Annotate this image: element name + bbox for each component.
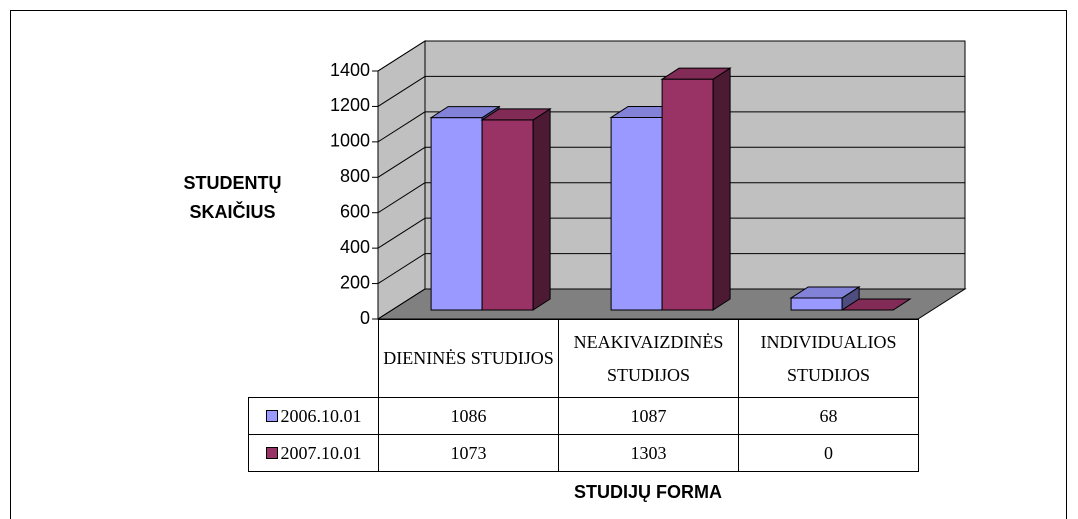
y-tick-label: 0 [360,308,370,328]
y-tick-label: 600 [340,201,370,221]
bar [481,119,534,311]
chart-frame [10,10,1067,519]
bar [430,117,483,311]
bar-top [660,67,732,80]
x-tick-label: INDIVIDUALIOS STUDIJOS [738,319,919,398]
grid-line [377,288,426,320]
grid-line [377,182,426,214]
y-tick-label: 1400 [330,60,370,80]
grid-line [377,217,426,249]
table-value: 1086 [378,397,559,435]
x-tick-label: NEAKIVAIZDINĖS STUDIJOS [558,319,739,398]
grid-line [377,76,426,107]
bar-side [532,108,551,311]
grid-line [377,40,426,72]
bar-top [840,298,912,311]
x-tick-label: DIENINĖS STUDIJOS [378,319,559,398]
bar [790,297,843,311]
grid-line [377,253,426,284]
legend-key [265,410,278,422]
left-wall [377,40,426,320]
y-tick-label: 1200 [330,95,370,115]
y-axis-title: STUDENTŲ SKAIČIUS [183,173,282,222]
x-axis-title: STUDIJŲ FORMA [574,482,722,502]
bar [610,116,663,311]
legend-key [265,447,278,459]
table-value: 68 [738,397,919,435]
grid-line [377,146,426,178]
legend-label: 2007.10.01 [280,442,362,463]
bar-side [712,67,731,311]
y-tick-label: 400 [340,237,370,257]
table-value: 1073 [378,434,559,472]
legend-label: 2006.10.01 [280,405,362,426]
grid-line [377,111,426,143]
bar-top [480,108,552,121]
table-value: 1087 [558,397,739,435]
y-tick-label: 200 [340,272,370,292]
y-tick-label: 800 [340,166,370,186]
legend-entry: 2007.10.01 [248,434,379,472]
table-value: 0 [738,434,919,472]
bar-top [429,106,501,119]
bar-top [789,286,861,299]
bar [661,78,714,311]
y-tick-label: 1000 [330,131,370,151]
legend-entry: 2006.10.01 [248,397,379,435]
table-value: 1303 [558,434,739,472]
